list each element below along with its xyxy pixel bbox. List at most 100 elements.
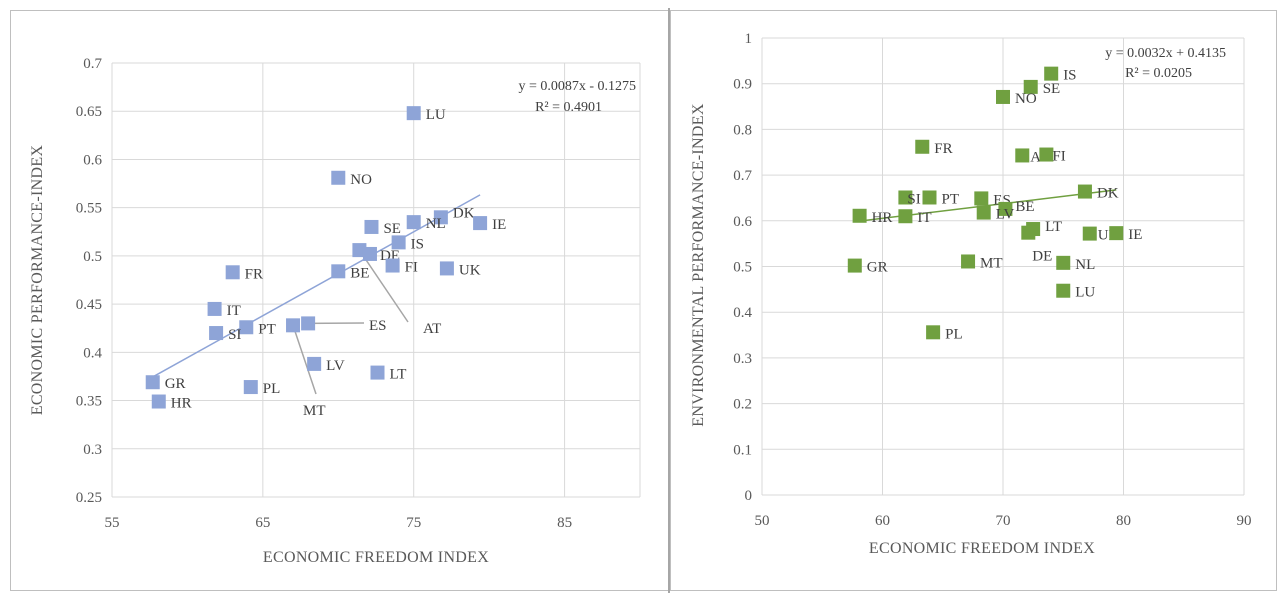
point-label-be: BE bbox=[350, 265, 369, 281]
x-tick-label: 90 bbox=[1237, 513, 1252, 529]
x-tick-label: 85 bbox=[557, 515, 572, 531]
y-tick-label: 0.6 bbox=[83, 152, 102, 168]
trend-equation: y = 0.0087x - 0.1275 bbox=[518, 79, 636, 94]
y-tick-label: 0.4 bbox=[83, 345, 102, 361]
y-tick-label: 0.1 bbox=[733, 442, 752, 458]
data-point-gr bbox=[847, 258, 862, 273]
point-label-lt: LT bbox=[1045, 219, 1062, 235]
chart-environmental-performance: 0 0.1 0.2 0.3 0.4 0.5 0.6 0.7 0.8 0.9 1 50 60 70 80 90 I… bbox=[690, 31, 1252, 557]
y-tick-label: 0 bbox=[745, 488, 753, 504]
point-label-is: IS bbox=[1063, 68, 1076, 84]
point-label-lu: LU bbox=[1075, 285, 1095, 301]
y-axis-title: ENVIRONMENTAL PERFORMANCE-INDEX bbox=[690, 103, 707, 427]
point-label-lt: LT bbox=[390, 367, 407, 383]
point-label-si: SI bbox=[228, 327, 241, 343]
x-axis-title: ECONOMIC FREEDOM INDEX bbox=[263, 549, 489, 566]
data-point-lu bbox=[1056, 283, 1071, 298]
data-point-at bbox=[1015, 148, 1030, 163]
point-label-pt: PT bbox=[258, 321, 276, 337]
leader-line bbox=[358, 249, 409, 323]
y-tick-label: 0.9 bbox=[733, 77, 752, 93]
r-squared: R² = 0.4901 bbox=[535, 100, 602, 115]
point-label-ie: IE bbox=[1128, 227, 1142, 243]
point-label-mt: MT bbox=[303, 403, 326, 419]
x-tick-label: 60 bbox=[875, 513, 890, 529]
point-label-gr: GR bbox=[165, 376, 186, 392]
data-point-uk bbox=[1082, 226, 1097, 241]
data-point-si bbox=[898, 190, 913, 205]
x-tick-label: 75 bbox=[406, 515, 421, 531]
data-point-fi bbox=[385, 258, 400, 273]
y-tick-label: 0.3 bbox=[83, 442, 102, 458]
point-label-pt: PT bbox=[941, 191, 959, 207]
y-tick-label: 0.35 bbox=[76, 394, 102, 410]
point-label-fi: FI bbox=[1052, 149, 1065, 165]
point-label-pl: PL bbox=[945, 326, 963, 342]
point-label-be: BE bbox=[1015, 199, 1034, 215]
data-point-is bbox=[391, 235, 406, 250]
y-tick-label: 0.45 bbox=[76, 297, 102, 313]
y-tick-label: 0.5 bbox=[733, 260, 752, 276]
point-label-uk: UK bbox=[459, 262, 481, 278]
data-point-at bbox=[352, 243, 367, 258]
point-label-dk: DK bbox=[1097, 186, 1119, 202]
data-point-nl bbox=[1056, 255, 1071, 270]
point-label-lv: LV bbox=[996, 207, 1015, 223]
point-label-fr: FR bbox=[245, 266, 263, 282]
point-label-hr: HR bbox=[872, 210, 893, 226]
data-point-de bbox=[362, 246, 377, 261]
data-point-ie bbox=[1109, 226, 1124, 241]
point-label-mt: MT bbox=[980, 255, 1003, 271]
y-tick-label: 0.5 bbox=[83, 249, 102, 265]
data-point-it bbox=[898, 209, 913, 224]
trend-equation: y = 0.0032x + 0.4135 bbox=[1105, 46, 1226, 61]
data-point-es bbox=[301, 316, 316, 331]
y-tick-label: 0.7 bbox=[733, 168, 752, 184]
x-tick-label: 65 bbox=[255, 515, 270, 531]
x-tick-label: 50 bbox=[755, 513, 770, 529]
point-label-hr: HR bbox=[171, 396, 192, 412]
point-label-it: IT bbox=[227, 303, 241, 319]
data-point-lu bbox=[406, 106, 421, 121]
data-point-lt bbox=[370, 365, 385, 380]
data-point-pt bbox=[922, 190, 937, 205]
point-label-de: DE bbox=[1032, 249, 1052, 265]
point-label-gr: GR bbox=[867, 260, 888, 276]
data-point-nl bbox=[406, 215, 421, 230]
y-tick-label: 0.7 bbox=[83, 56, 102, 72]
point-label-fr: FR bbox=[934, 141, 952, 157]
point-label-lv: LV bbox=[326, 358, 345, 374]
x-tick-label: 55 bbox=[105, 515, 120, 531]
r-squared: R² = 0.0205 bbox=[1125, 66, 1192, 81]
data-point-mt bbox=[286, 318, 301, 333]
data-point-ie bbox=[473, 216, 488, 231]
y-axis-title: ECONOMIC PERFORMANCE-INDEX bbox=[29, 145, 46, 416]
data-point-pt bbox=[239, 320, 254, 335]
point-label-no: NO bbox=[350, 172, 372, 188]
data-point-fr bbox=[915, 139, 930, 154]
data-point-se bbox=[364, 219, 379, 234]
data-point-be bbox=[998, 201, 1013, 216]
data-point-es bbox=[974, 191, 989, 206]
y-tick-label: 0.4 bbox=[733, 305, 752, 321]
point-label-lu: LU bbox=[426, 107, 446, 123]
point-label-nl: NL bbox=[1075, 257, 1095, 273]
data-point-no bbox=[996, 89, 1010, 104]
x-axis-title: ECONOMIC FREEDOM INDEX bbox=[869, 540, 1095, 557]
leader-line bbox=[292, 325, 317, 395]
point-label-ie: IE bbox=[492, 217, 506, 233]
y-tick-label: 0.3 bbox=[733, 351, 752, 367]
point-label-es: ES bbox=[369, 318, 387, 334]
y-tick-label: 0.8 bbox=[733, 122, 752, 138]
data-point-mt bbox=[961, 254, 976, 269]
data-point-it bbox=[207, 301, 222, 316]
chart-economic-performance: 0.25 0.3 0.35 0.4 0.45 0.5 0.55 0.6 0.65 0.7 55 65 7… bbox=[29, 56, 641, 566]
left-chart-frame bbox=[10, 10, 669, 591]
point-label-is: IS bbox=[411, 236, 424, 252]
data-point-fr bbox=[225, 265, 240, 280]
point-label-nl: NL bbox=[426, 216, 446, 232]
data-point-hr bbox=[151, 394, 166, 409]
data-point-be bbox=[331, 264, 346, 279]
data-point-dk bbox=[433, 210, 448, 225]
